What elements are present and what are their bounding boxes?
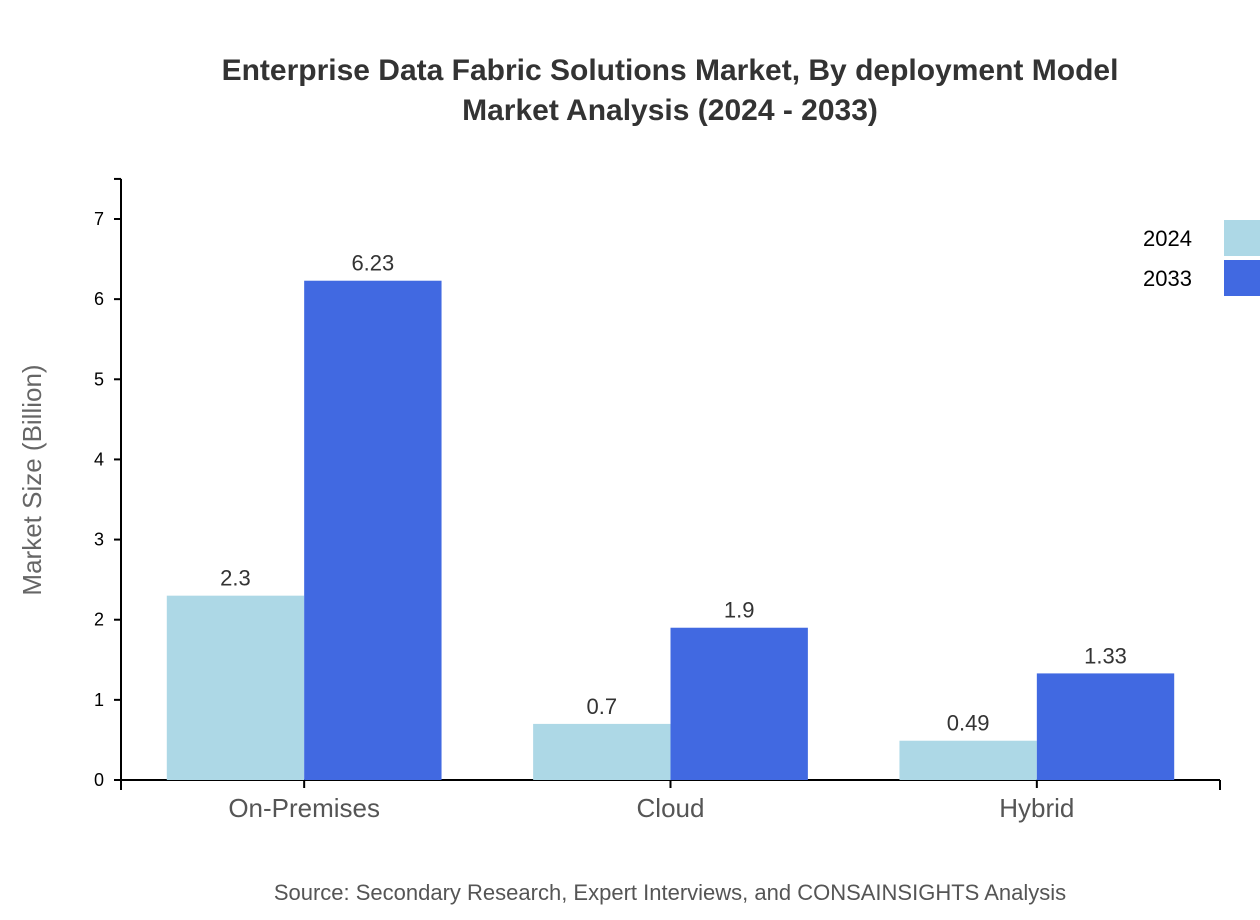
x-tick-label: Hybrid	[999, 793, 1074, 823]
legend-label: 2033	[1143, 266, 1192, 291]
y-tick-label: 7	[94, 209, 104, 229]
y-tick-label: 1	[94, 690, 104, 710]
chart-title-line-1: Enterprise Data Fabric Solutions Market,…	[222, 54, 1119, 87]
bar-2033-on-premises	[304, 280, 442, 780]
y-axis-label: Market Size (Billion)	[17, 364, 47, 595]
bar-2024-on-premises	[166, 595, 305, 780]
x-tick-label: On-Premises	[228, 793, 380, 823]
legend-swatch	[1224, 260, 1260, 296]
y-tick-label: 5	[94, 369, 104, 389]
y-tick-label: 0	[94, 770, 104, 790]
bar-2033-cloud	[670, 627, 808, 780]
legend-label: 2024	[1143, 226, 1192, 251]
source-note: Source: Secondary Research, Expert Inter…	[274, 880, 1066, 905]
y-tick-label: 2	[94, 610, 104, 630]
bar-2024-cloud	[533, 723, 671, 780]
y-tick-label: 6	[94, 289, 104, 309]
x-tick-label: Cloud	[637, 793, 705, 823]
data-label: 6.23	[351, 251, 394, 276]
data-label: 2.3	[220, 566, 251, 591]
data-label: 1.9	[724, 598, 755, 623]
y-tick-label: 3	[94, 530, 104, 550]
data-label: 1.33	[1084, 643, 1127, 668]
bar-2033-hybrid	[1036, 673, 1175, 780]
data-label: 0.49	[947, 711, 990, 736]
bar-2024-hybrid	[899, 740, 1037, 780]
data-label: 0.7	[587, 694, 618, 719]
legend-swatch	[1224, 220, 1260, 256]
y-tick-label: 4	[94, 449, 104, 469]
chart-title-line-2: Market Analysis (2024 - 2033)	[462, 94, 878, 127]
